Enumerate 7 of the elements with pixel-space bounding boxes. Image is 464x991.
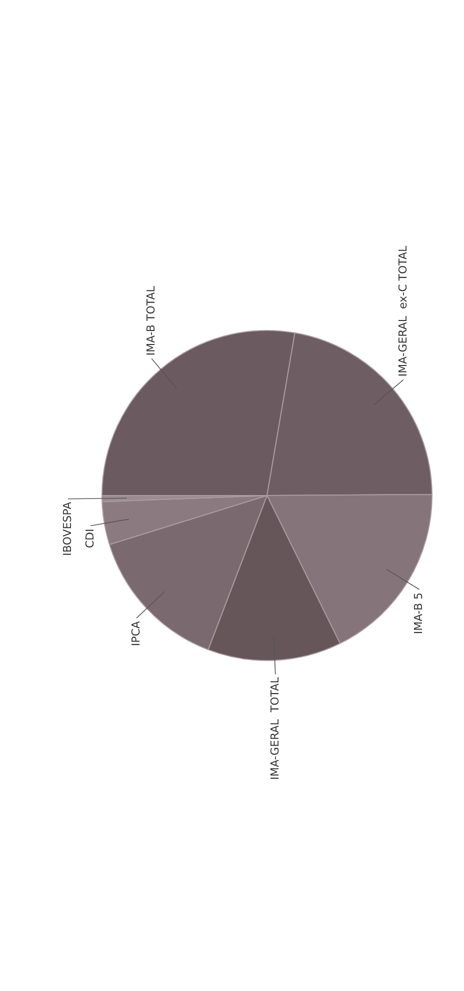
slice-label: IBOVESPA: [60, 501, 74, 556]
slice-label: IMA-GERAL ex-C TOTAL: [396, 244, 410, 377]
slice-label: IMA-B TOTAL: [144, 285, 158, 356]
slice-label: IMA-GERAL TOTAL: [268, 676, 282, 780]
slice-label: IMA-B 5: [412, 592, 426, 634]
slice-label: CDI: [83, 528, 96, 548]
slice-label: IPCA: [129, 620, 142, 646]
